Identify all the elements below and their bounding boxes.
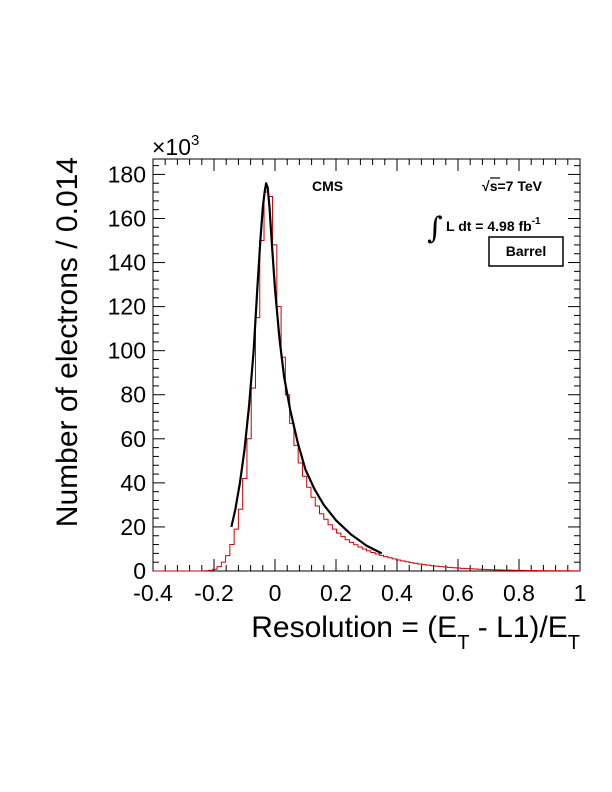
y-multiplier-exp: 3	[191, 132, 199, 149]
y-axis-title: Number of electrons / 0.014	[51, 157, 84, 527]
y-tick-label: 0	[133, 558, 146, 584]
x-tick-label: 0.6	[442, 580, 474, 606]
energy-label: √s=7 TeV	[482, 178, 543, 194]
y-tick-label: 80	[120, 382, 146, 408]
x-axis-title: Resolution = (ET - L1)/ET	[251, 611, 580, 654]
y-tick-label: 180	[108, 161, 146, 187]
histogram-step-series	[153, 191, 581, 572]
lumi-text: L dt = 4.98 fb	[446, 218, 532, 234]
y-tick-label: 40	[120, 470, 146, 496]
energy-text: s=7 TeV	[490, 178, 543, 194]
y-axis-tick-labels: 0 20 40 60 80 100 120 140 160 180	[108, 161, 146, 584]
y-tick-label: 120	[108, 294, 146, 320]
lumi-label: L dt = 4.98 fb-1	[446, 216, 541, 234]
cms-label: CMS	[312, 178, 343, 194]
x-tick-label: 0.8	[503, 580, 535, 606]
region-label: Barrel	[506, 243, 546, 259]
y-tick-label: 140	[108, 250, 146, 276]
x-axis-title-main: Resolution = (E	[251, 611, 457, 644]
fit-curve-series	[230, 182, 383, 555]
y-tick-label: 100	[108, 338, 146, 364]
x-axis-title-mid: - L1)/E	[469, 611, 567, 644]
y-multiplier: ×103	[152, 132, 199, 160]
y-tick-label: 160	[108, 205, 146, 231]
x-tick-label: -0.2	[194, 580, 234, 606]
x-tick-label: 0	[269, 580, 282, 606]
x-axis-title-sub1: T	[457, 632, 469, 654]
x-axis-ticks	[152, 159, 581, 571]
region-box	[488, 236, 564, 267]
sqrt-symbol: √	[482, 178, 490, 194]
y-tick-label: 20	[120, 514, 146, 540]
lumi-exp: -1	[532, 216, 541, 227]
series-layer	[153, 182, 581, 572]
x-axis-tick-labels: -0.4 -0.2 0 0.2 0.4 0.6 0.8 1	[133, 580, 586, 606]
y-tick-label: 60	[120, 426, 146, 452]
integral-symbol: ∫	[427, 211, 443, 246]
x-tick-label: 1	[574, 580, 587, 606]
x-tick-label: 0.2	[320, 580, 352, 606]
x-tick-label: -0.4	[133, 580, 173, 606]
y-multiplier-base: ×10	[152, 134, 191, 160]
x-tick-label: 0.4	[381, 580, 413, 606]
plot-frame	[152, 158, 581, 572]
x-axis-title-sub2: T	[568, 632, 580, 654]
